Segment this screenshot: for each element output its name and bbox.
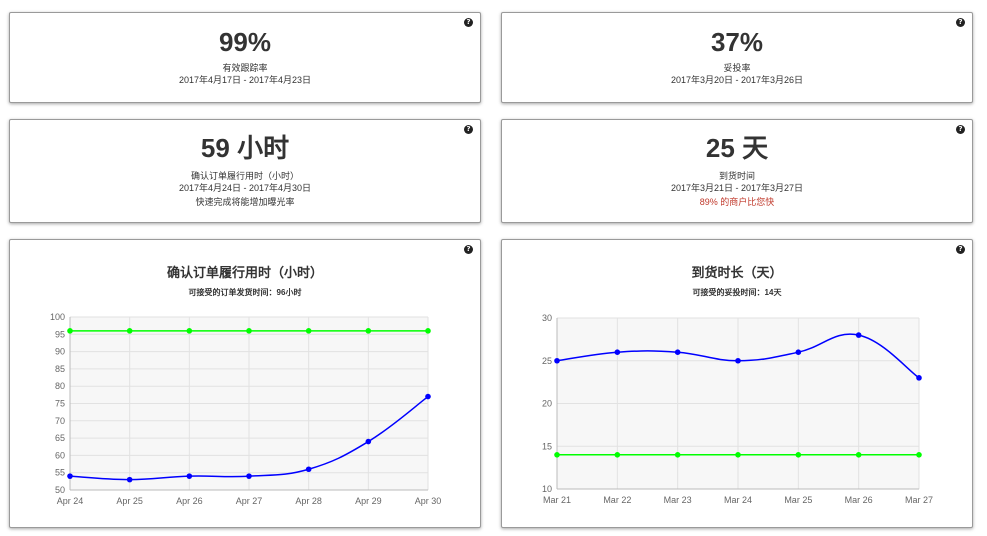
data-point: [735, 452, 741, 458]
arrival-line-chart: 10 15 20 25 30 Mar 21 Mar 22 Mar 23 Mar 24 Mar 25…: [542, 313, 933, 505]
data-point: [67, 328, 73, 334]
delivery-rate-label: 妥投率: [723, 63, 751, 73]
y-tick-label: 10: [542, 484, 552, 494]
x-tick-label: Apr 24: [57, 496, 84, 506]
data-point: [554, 357, 560, 364]
arrival-time-value: 25 天: [705, 133, 769, 163]
data-point: [365, 438, 372, 445]
delivery-rate-value: 37%: [710, 27, 764, 57]
y-tick-label: 85: [55, 364, 65, 374]
delivery-rate-date-range: 2017年3月20日 - 2017年3月26日: [670, 75, 804, 85]
x-tick-label: Mar 24: [724, 495, 752, 505]
y-tick-label: 20: [542, 399, 552, 409]
y-tick-label: 80: [55, 381, 65, 391]
y-tick-label: 55: [55, 468, 65, 478]
fulfillment-time-value: 59 小时: [200, 133, 290, 163]
x-tick-label: Apr 29: [355, 496, 382, 506]
y-tick-label: 70: [55, 416, 65, 426]
y-tick-label: 75: [55, 399, 65, 409]
data-point: [916, 375, 922, 381]
arrival-time-note: 89% 的商户比您快: [699, 197, 775, 207]
data-point: [67, 473, 73, 479]
x-tick-label: Apr 25: [116, 496, 143, 506]
chart-subtitle: 可接受的订单发货时间：96小时: [188, 288, 302, 297]
y-tick-label: 60: [55, 450, 65, 460]
chart-title: 确认订单履行用时（小时）: [166, 265, 323, 280]
x-tick-label: Apr 28: [295, 496, 322, 506]
arrival-time-card: ? 25 天 到货时间 2017年3月21日 - 2017年3月27日 89% …: [501, 119, 973, 223]
y-tick-label: 100: [50, 312, 65, 322]
help-icon[interactable]: ?: [464, 245, 473, 254]
data-point: [674, 349, 681, 355]
data-point: [795, 349, 802, 355]
data-point: [365, 328, 372, 334]
x-tick-label: Mar 26: [845, 495, 873, 505]
data-point: [305, 466, 312, 473]
fulfillment-time-note: 快速完成将能增加曝光率: [195, 197, 295, 207]
data-point: [614, 349, 621, 355]
fulfillment-line-chart: 50 55 60 65 70 75 80 85 90 95 100 Apr 24 Apr 25 Apr 2…: [50, 312, 442, 506]
data-point: [425, 393, 431, 400]
fulfillment-time-date-range: 2017年4月24日 - 2017年4月30日: [178, 183, 312, 193]
help-icon[interactable]: ?: [956, 125, 965, 134]
data-point: [855, 332, 862, 338]
valid-tracking-card: ? 99% 有效跟踪率 2017年4月17日 - 2017年4月23日: [9, 12, 481, 103]
x-tick-label: Mar 27: [905, 495, 933, 505]
delivery-rate-card: ? 37% 妥投率 2017年3月20日 - 2017年3月26日: [501, 12, 973, 103]
x-tick-label: Apr 27: [236, 496, 263, 506]
y-tick-label: 30: [542, 313, 552, 323]
data-point: [614, 452, 621, 458]
arrival-chart-card: ? 到货时长（天） 可接受的妥投时间：14天 10 15 20 25 30 Mar 21 M…: [501, 239, 973, 528]
y-tick-label: 25: [542, 356, 552, 366]
y-tick-label: 50: [55, 485, 65, 495]
data-point: [735, 357, 741, 364]
x-tick-label: Mar 23: [664, 495, 692, 505]
data-point: [916, 452, 922, 458]
data-point: [246, 473, 252, 479]
data-point: [186, 473, 193, 479]
help-icon[interactable]: ?: [956, 245, 965, 254]
data-point: [674, 452, 681, 458]
fulfillment-time-card: ? 59 小时 确认订单履行用时（小时） 2017年4月24日 - 2017年4…: [9, 119, 481, 223]
chart-title: 到货时长（天）: [691, 265, 783, 280]
data-point: [305, 328, 312, 334]
x-tick-label: Mar 25: [784, 495, 812, 505]
data-point: [126, 328, 133, 334]
x-tick-label: Apr 26: [176, 496, 203, 506]
arrival-time-label: 到货时间: [718, 171, 755, 181]
arrival-time-date-range: 2017年3月21日 - 2017年3月27日: [670, 183, 804, 193]
chart-subtitle: 可接受的妥投时间：14天: [692, 288, 782, 297]
data-point: [126, 476, 133, 483]
data-point: [855, 452, 862, 458]
fulfillment-time-label: 确认订单履行用时（小时）: [190, 171, 299, 181]
data-point: [186, 328, 193, 334]
data-point: [554, 452, 560, 458]
help-icon[interactable]: ?: [464, 18, 473, 27]
data-point: [795, 452, 802, 458]
y-tick-label: 95: [55, 329, 65, 339]
y-tick-label: 15: [542, 441, 552, 451]
valid-tracking-label: 有效跟踪率: [222, 63, 268, 73]
valid-tracking-value: 99%: [218, 27, 272, 57]
fulfillment-chart-card: ? 确认订单履行用时（小时） 可接受的订单发货时间：96小时 50 55 60 65 7…: [9, 239, 481, 528]
y-tick-label: 90: [55, 347, 65, 357]
valid-tracking-date-range: 2017年4月17日 - 2017年4月23日: [178, 75, 312, 85]
data-point: [246, 328, 252, 334]
x-tick-label: Mar 21: [543, 495, 571, 505]
data-point: [425, 328, 431, 334]
x-tick-label: Mar 22: [603, 495, 631, 505]
x-tick-label: Apr 30: [415, 496, 442, 506]
help-icon[interactable]: ?: [956, 18, 965, 27]
y-tick-label: 65: [55, 433, 65, 443]
help-icon[interactable]: ?: [464, 125, 473, 134]
